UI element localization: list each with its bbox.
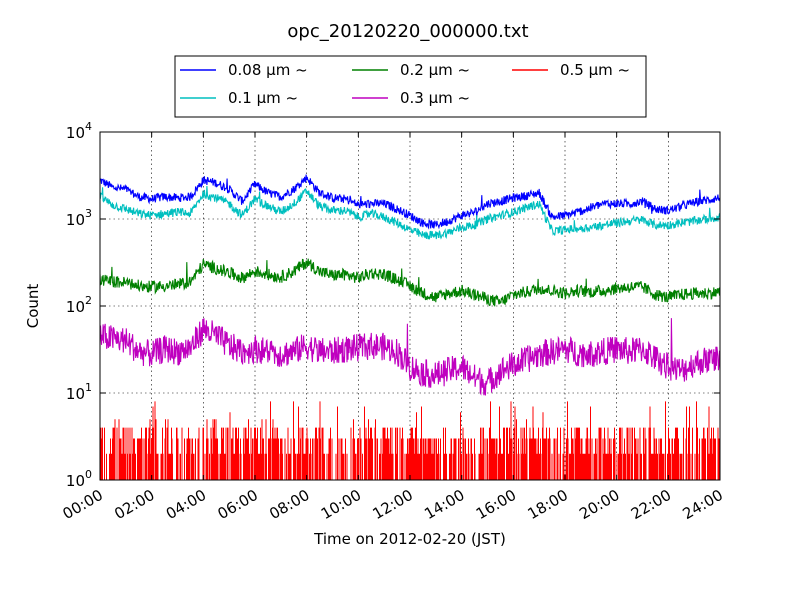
series-3 — [100, 318, 720, 396]
series-layer — [100, 174, 720, 480]
y-axis: 100 101 102 103 104 — [66, 120, 720, 490]
x-tick-label: 10:00 — [318, 486, 364, 523]
series-line-0 — [100, 174, 720, 230]
y-tick-label: 104 — [66, 120, 92, 142]
series-4 — [100, 401, 720, 480]
x-axis-label: Time on 2012-02-20 (JST) — [313, 530, 506, 548]
legend-label: 0.1 μm ~ — [228, 89, 298, 107]
x-tick-label: 06:00 — [215, 486, 261, 523]
series-line-3 — [100, 318, 720, 396]
y-axis-label: Count — [24, 284, 42, 329]
legend-label: 0.3 μm ~ — [400, 89, 470, 107]
x-tick-label: 14:00 — [421, 486, 467, 523]
series-line-2 — [100, 258, 720, 307]
x-tick-label: 18:00 — [525, 486, 571, 523]
series-line-0-5um — [100, 401, 720, 480]
y-tick-label: 100 — [66, 468, 92, 490]
x-tick-label: 00:00 — [60, 486, 106, 523]
x-tick-label: 12:00 — [370, 486, 416, 523]
legend-label: 0.08 μm ~ — [228, 61, 308, 79]
legend: 0.08 μm ~ 0.1 μm ~ 0.2 μm ~ 0.3 μm ~ 0.5 μm … — [174, 55, 647, 118]
series-line-1 — [100, 185, 720, 240]
x-tick-label: 02:00 — [111, 486, 157, 523]
x-tick-label: 24:00 — [680, 486, 726, 523]
x-tick-label: 16:00 — [473, 486, 519, 523]
y-tick-label: 103 — [66, 207, 92, 229]
y-tick-label: 101 — [66, 381, 92, 403]
series-1 — [100, 185, 720, 240]
x-tick-label: 08:00 — [266, 486, 312, 523]
y-tick-label: 102 — [66, 294, 92, 316]
series-2 — [100, 258, 720, 307]
legend-label: 0.2 μm ~ — [400, 61, 470, 79]
legend-label: 0.5 μm ~ — [560, 61, 630, 79]
x-tick-label: 20:00 — [576, 486, 622, 523]
series-0 — [100, 174, 720, 230]
chart-title: opc_20120220_000000.txt — [287, 21, 528, 42]
x-tick-label: 22:00 — [628, 486, 674, 523]
x-tick-label: 04:00 — [163, 486, 209, 523]
legend-box — [174, 55, 647, 118]
